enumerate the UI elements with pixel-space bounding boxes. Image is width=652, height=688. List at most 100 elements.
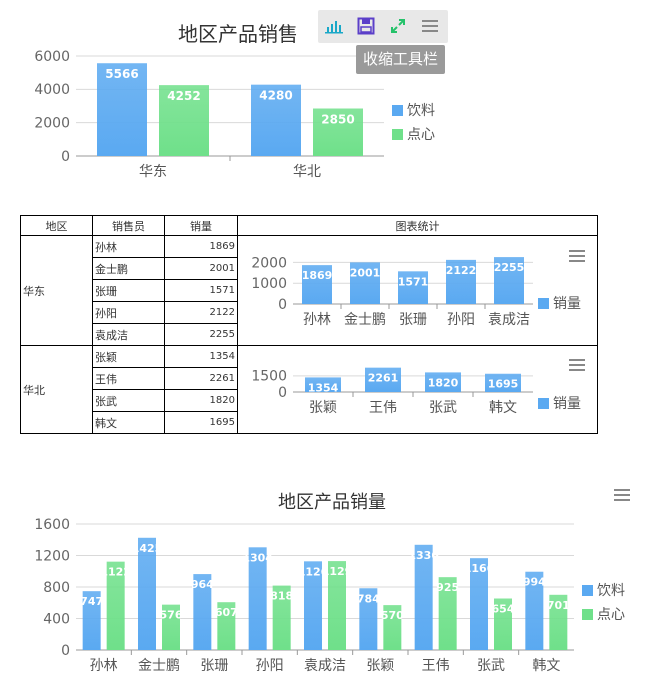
y-tick-label: 0 — [61, 149, 70, 165]
bar — [328, 561, 346, 650]
bar — [138, 537, 156, 650]
bar — [248, 547, 267, 650]
table-row: 袁成洁 2255 — [21, 323, 598, 346]
bar — [272, 585, 291, 650]
region-volume-chart: 地区产品销量 0 400 800 1200 1600 孙林 747 1122 金士鹏 1425 576… — [34, 492, 625, 674]
bar — [217, 602, 236, 650]
menu-icon[interactable] — [416, 12, 444, 40]
sales-table: 地区 销售员 销量 图表统计 华东 孙林 1869 金士鹏 2001 张珊 15… — [20, 215, 598, 434]
legend-label: 饮料 — [597, 583, 625, 599]
y-tick-label: 0 — [278, 385, 287, 401]
chart-title: 地区产品销售 — [178, 22, 298, 46]
data-label: 2122 — [446, 264, 477, 277]
bar — [425, 372, 461, 392]
y-tick-label: 1500 — [251, 369, 287, 385]
bar — [485, 373, 521, 392]
legend-swatch — [538, 298, 549, 309]
bar — [350, 262, 380, 304]
data-label: 4280 — [259, 89, 292, 103]
bar — [494, 598, 512, 650]
data-label: 1166 — [464, 562, 495, 575]
data-label: 607 — [215, 606, 238, 619]
header-chart: 图表统计 — [237, 215, 598, 236]
bar — [302, 265, 332, 304]
y-tick-label: 1200 — [34, 548, 70, 564]
y-tick-label: 1000 — [251, 276, 287, 292]
menu-icon[interactable] — [569, 359, 585, 371]
sales-cell: 1354 — [164, 345, 238, 368]
x-tick-label: 张珊 — [200, 658, 228, 674]
region-sales-chart: 地区产品销售 0 2000 4000 6000 华东 5566 4252 华北 4280 2850 饮… — [34, 22, 435, 180]
x-tick-label: 张珊 — [399, 312, 427, 328]
data-label: 654 — [492, 602, 515, 615]
data-label: 964 — [191, 578, 214, 591]
x-tick-label: 袁成洁 — [304, 658, 346, 674]
y-tick-label: 2000 — [34, 116, 70, 132]
salesperson-cell: 孙林 — [92, 235, 165, 258]
x-tick-label: 华北 — [293, 164, 321, 180]
y-tick-label: 1600 — [34, 517, 70, 533]
x-tick-label: 张武 — [429, 400, 457, 416]
x-tick-label: 金士鹏 — [344, 312, 386, 328]
menu-icon[interactable] — [569, 250, 585, 262]
data-label: 1122 — [100, 566, 131, 579]
data-label: 994 — [523, 576, 546, 589]
salesperson-cell: 张颖 — [92, 345, 165, 368]
x-tick-label: 韩文 — [532, 658, 560, 674]
table-row: 张武 1820 — [21, 389, 598, 412]
chart-toolbar — [318, 10, 448, 43]
data-label: 925 — [436, 581, 459, 594]
data-label: 570 — [381, 609, 404, 622]
bar — [193, 574, 212, 650]
table-header-row: 地区 销售员 销量 图表统计 — [20, 215, 598, 236]
data-label: 747 — [80, 595, 103, 608]
salesperson-cell: 张武 — [92, 389, 165, 412]
expand-icon[interactable] — [384, 12, 412, 40]
data-label: 701 — [547, 599, 570, 612]
salesperson-cell: 孙阳 — [92, 301, 165, 324]
legend-swatch — [582, 609, 593, 620]
x-tick-label: 孙阳 — [256, 658, 284, 674]
bar — [106, 561, 125, 650]
y-tick-label: 0 — [61, 643, 70, 659]
save-icon[interactable] — [352, 12, 380, 40]
salesperson-cell: 张珊 — [92, 279, 165, 302]
bar — [97, 63, 147, 156]
x-tick-label: 张颖 — [309, 400, 337, 416]
region-cell: 华北 — [20, 345, 93, 434]
data-label: 1869 — [302, 269, 333, 282]
data-label: 2001 — [350, 266, 381, 279]
x-tick-label: 金士鹏 — [138, 658, 180, 674]
y-tick-label: 0 — [278, 297, 287, 313]
legend-label: 销量 — [553, 296, 581, 312]
x-tick-label: 张颖 — [366, 658, 394, 674]
bar — [446, 259, 476, 304]
header-region: 地区 — [20, 215, 93, 236]
sales-cell: 1695 — [164, 411, 238, 434]
sales-cell: 1571 — [164, 279, 238, 302]
x-tick-label: 华东 — [139, 164, 167, 180]
bar — [159, 85, 209, 156]
x-tick-label: 袁成洁 — [488, 312, 530, 328]
data-label: 1304 — [242, 551, 273, 564]
header-sales: 销量 — [164, 215, 238, 236]
bar-chart-icon[interactable] — [320, 12, 348, 40]
bar — [304, 561, 322, 650]
data-label: 2261 — [368, 372, 399, 385]
bar — [414, 544, 433, 650]
data-label: 1354 — [308, 381, 339, 394]
table-row: 韩文 1695 — [21, 411, 598, 434]
bar — [525, 571, 544, 650]
data-label: 1571 — [398, 275, 429, 288]
bar — [313, 108, 363, 156]
legend-label: 点心 — [597, 607, 625, 623]
x-tick-label: 王伟 — [369, 400, 397, 416]
chart-cell-north — [237, 345, 598, 434]
legend-swatch — [392, 105, 403, 116]
bar — [365, 367, 401, 392]
menu-icon[interactable] — [614, 489, 630, 501]
legend-label: 点心 — [407, 127, 435, 143]
data-label: 4252 — [167, 89, 200, 103]
header-salesperson: 销售员 — [92, 215, 165, 236]
data-label: 1129 — [322, 565, 353, 578]
